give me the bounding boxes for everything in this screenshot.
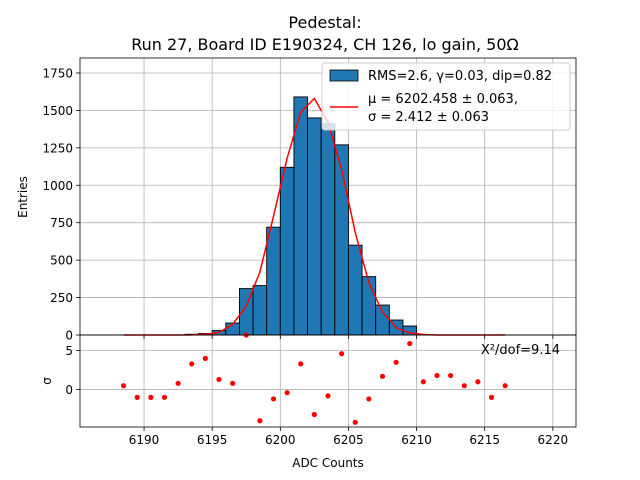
residual-point bbox=[134, 394, 140, 400]
residual-point bbox=[407, 340, 413, 347]
residual-point bbox=[461, 383, 467, 389]
y-tick-label: 750 bbox=[50, 216, 73, 230]
residual-point bbox=[257, 418, 263, 424]
residual-point bbox=[379, 373, 386, 379]
residual-point bbox=[448, 372, 454, 379]
histogram-bar bbox=[307, 117, 322, 336]
chart-title-line1: Pedestal: bbox=[288, 13, 361, 32]
residual-point bbox=[284, 390, 290, 396]
legend-fit-label-line2: σ = 2.412 ± 0.063 bbox=[368, 110, 489, 125]
residual-point bbox=[202, 355, 208, 361]
y-tick-label: 0 bbox=[65, 329, 73, 343]
chart-title-line2: Run 27, Board ID E190324, CH 126, lo gai… bbox=[131, 35, 519, 54]
x-tick-label: 6200 bbox=[265, 433, 296, 447]
y-tick-label: 1000 bbox=[42, 179, 73, 193]
residual-ylabel: σ bbox=[40, 377, 54, 385]
histogram-bar bbox=[347, 244, 363, 336]
residual-axes: 05 6190 6195 6200 6205 6210 6215 6220 σ X²/dof… bbox=[40, 332, 577, 447]
x-axis-label: ADC Counts bbox=[292, 456, 364, 470]
residual-point bbox=[270, 396, 277, 402]
residual-points bbox=[121, 332, 508, 425]
residual-point bbox=[339, 351, 345, 357]
legend: RMS=2.6, γ=0.03, dip=0.82 μ = 6202.458 ±… bbox=[321, 62, 571, 131]
histogram-bar bbox=[361, 276, 377, 336]
legend-hist-label: RMS=2.6, γ=0.03, dip=0.82 bbox=[368, 69, 552, 84]
histogram-bar bbox=[279, 166, 295, 336]
residual-point bbox=[502, 383, 508, 389]
y-tick-label: 1500 bbox=[42, 104, 73, 118]
histogram-ylabel: Entries bbox=[16, 176, 30, 218]
x-tick-label: 6205 bbox=[333, 433, 364, 447]
residual-point bbox=[325, 393, 331, 399]
residual-point bbox=[189, 361, 195, 367]
residual-point bbox=[488, 394, 495, 400]
x-tick-label: 6215 bbox=[469, 433, 500, 447]
histogram-axes: 0 250 500 750 1000 1250 1500 1750 Entries RMS=2… bbox=[16, 57, 577, 343]
histogram-y-ticks: 0 250 500 750 1000 1250 1500 1750 bbox=[42, 66, 80, 343]
histogram-bar bbox=[252, 285, 268, 336]
histogram-bar bbox=[293, 96, 309, 336]
residual-point bbox=[148, 394, 154, 400]
residual-gridlines bbox=[80, 335, 576, 427]
chi2-annotation: X²/dof=9.14 bbox=[481, 343, 560, 358]
y-tick-label: 0 bbox=[65, 383, 73, 397]
legend-hist-patch bbox=[329, 69, 359, 82]
residual-point bbox=[475, 379, 481, 385]
residual-y-ticks: 05 bbox=[65, 344, 80, 397]
legend-fit-label-line1: μ = 6202.458 ± 0.063, bbox=[368, 92, 518, 107]
y-tick-label: 250 bbox=[50, 291, 73, 305]
residual-point bbox=[352, 419, 358, 425]
histogram-bar bbox=[375, 304, 390, 336]
residual-point bbox=[230, 380, 236, 386]
x-tick-label: 6190 bbox=[129, 433, 160, 447]
residual-point bbox=[420, 379, 426, 385]
residual-point bbox=[311, 411, 317, 418]
residual-point bbox=[121, 383, 127, 389]
x-tick-label: 6210 bbox=[401, 433, 432, 447]
residual-point bbox=[393, 359, 399, 365]
legend-box bbox=[321, 62, 571, 131]
x-tick-label: 6220 bbox=[538, 433, 569, 447]
y-tick-label: 1750 bbox=[42, 66, 73, 80]
residual-point bbox=[175, 380, 181, 386]
residual-point bbox=[366, 396, 372, 402]
residual-point bbox=[298, 361, 304, 367]
residual-point bbox=[434, 372, 440, 379]
y-tick-label: 500 bbox=[50, 254, 73, 268]
histogram-bar bbox=[320, 123, 336, 336]
histogram-bars bbox=[184, 96, 418, 336]
y-tick-label: 5 bbox=[65, 344, 73, 358]
histogram-bar bbox=[266, 226, 281, 336]
x-tick-label: 6195 bbox=[197, 433, 228, 447]
y-tick-label: 1250 bbox=[42, 141, 73, 155]
histogram-bar bbox=[334, 144, 349, 336]
residual-frame bbox=[79, 334, 577, 428]
residual-point bbox=[216, 376, 222, 383]
residual-point bbox=[161, 394, 168, 400]
x-ticks: 6190 6195 6200 6205 6210 6215 6220 bbox=[129, 335, 568, 447]
